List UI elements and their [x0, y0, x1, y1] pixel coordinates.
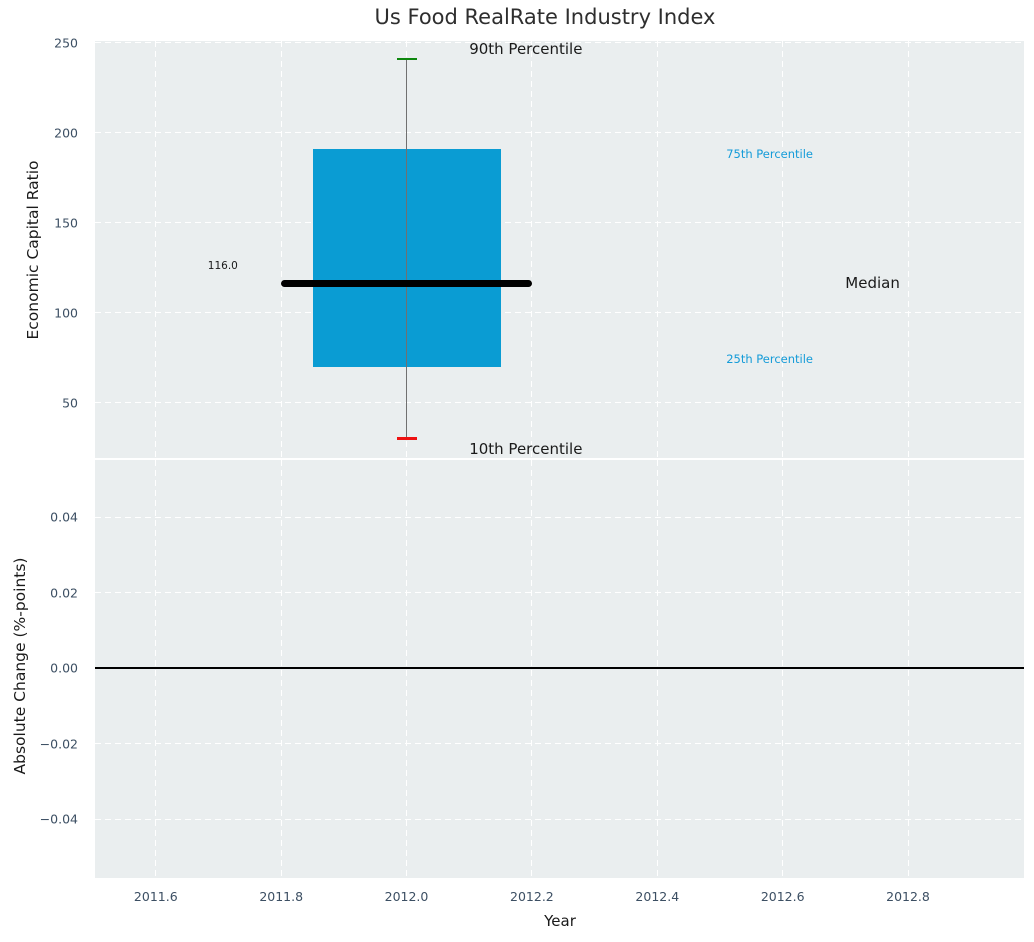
y-tick-label: 250	[54, 35, 78, 51]
gridline-x	[656, 460, 658, 878]
y-tick-label: −0.04	[39, 811, 78, 827]
annotation-10th-percentile: 10th Percentile	[469, 439, 583, 458]
gridline-x	[406, 460, 407, 878]
x-tick-label: 2012.4	[635, 889, 680, 904]
gridline-y	[95, 402, 1024, 404]
gridline-x	[155, 41, 157, 458]
x-tick-label: 2012.0	[384, 889, 429, 904]
zero-line	[95, 667, 1024, 669]
annotation-25th-percentile: 25th Percentile	[726, 352, 814, 367]
cap-90th-percentile	[396, 57, 417, 61]
gridline-y	[95, 312, 1024, 314]
axes-absolute-change	[95, 460, 1024, 878]
x-tick-label: 2012.2	[510, 889, 554, 904]
x-tick-label: 2012.6	[760, 889, 805, 904]
gridline-x	[280, 460, 282, 878]
cap-10th-percentile	[396, 437, 417, 440]
annotation-116-0: 116.0	[207, 260, 238, 273]
whisker-line	[405, 58, 408, 439]
gridline-x	[531, 41, 533, 458]
gridline-x	[907, 460, 909, 878]
xlabel-year: Year	[544, 912, 576, 930]
chart-title: Us Food RealRate Industry Index	[374, 5, 716, 29]
gridline-x	[782, 41, 784, 458]
gridline-x	[656, 41, 658, 458]
gridline-x	[531, 460, 533, 878]
annotation-75th-percentile: 75th Percentile	[726, 147, 814, 162]
axes-economic-capital-ratio	[95, 41, 1024, 458]
gridline-y	[95, 516, 1024, 518]
gridline-y	[95, 743, 1024, 745]
gridline-y	[95, 222, 1024, 224]
annotation-90th-percentile: 90th Percentile	[469, 39, 583, 58]
y-tick-label: −0.02	[39, 736, 78, 752]
median-line	[281, 280, 532, 288]
gridline-y	[95, 132, 1024, 134]
gridline-y	[95, 592, 1024, 593]
y-tick-label: 0.00	[50, 660, 78, 676]
y-tick-label: 0.02	[50, 585, 78, 600]
gridline-y	[95, 42, 1024, 44]
x-tick-label: 2011.6	[133, 889, 178, 904]
x-tick-label: 2012.8	[886, 889, 930, 904]
gridline-y	[95, 818, 1024, 820]
x-tick-label: 2011.8	[259, 889, 304, 904]
gridline-x	[907, 41, 909, 458]
gridline-x	[782, 460, 784, 878]
y-tick-label: 100	[54, 305, 78, 321]
y-tick-label: 150	[54, 215, 78, 231]
y-tick-label: 50	[62, 395, 78, 411]
gridline-x	[155, 460, 157, 878]
annotation-median: Median	[845, 274, 900, 293]
y-tick-label: 200	[54, 125, 78, 141]
y-tick-label: 0.04	[50, 509, 78, 525]
gridline-x	[280, 41, 282, 458]
